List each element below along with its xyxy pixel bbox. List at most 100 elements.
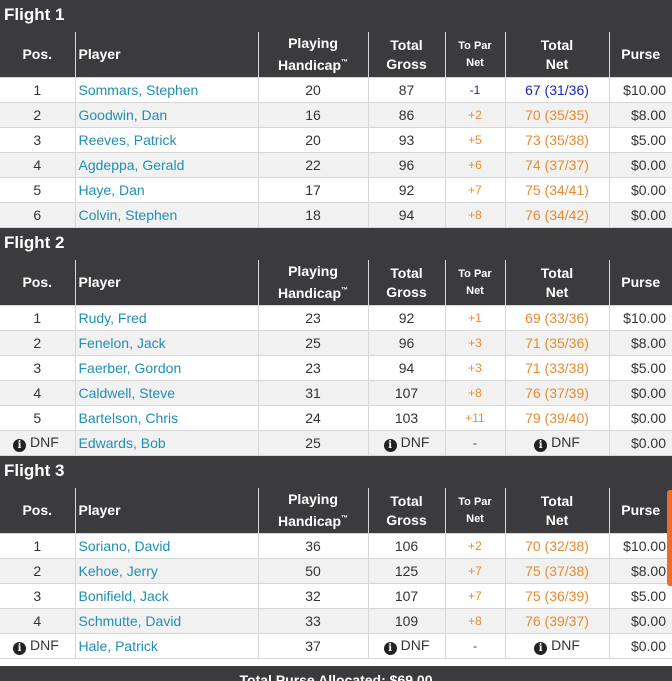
col-header-handicap[interactable]: Playing Handicap™ xyxy=(257,32,369,78)
table-row: 4 Agdeppa, Gerald 22 96 +6 74 (37/37) $0.00 xyxy=(0,152,672,178)
player-link[interactable]: Kehoe, Jerry xyxy=(74,558,259,584)
player-link[interactable]: Fenelon, Jack xyxy=(74,330,259,356)
to-par-cell: +3 xyxy=(444,330,506,356)
gross-value: DNF xyxy=(400,637,430,653)
col-header-pos[interactable]: Pos. xyxy=(0,488,76,534)
col-header-net[interactable]: Total Net xyxy=(504,488,610,534)
results-table: Pos. Player Playing Handicap™ Total Gross To P… xyxy=(0,32,672,228)
header-line: Net xyxy=(545,283,569,300)
header-line: Total xyxy=(390,492,423,509)
col-header-gross[interactable]: Total Gross xyxy=(367,260,446,306)
table-row: 3 Bonifield, Jack 32 107 +7 75 (36/39) $5.00 xyxy=(0,583,672,609)
net-cell: i DNF xyxy=(504,633,610,659)
col-header-pos[interactable]: Pos. xyxy=(0,32,76,78)
header-line: Net xyxy=(466,284,484,297)
header-row: Pos. Player Playing Handicap™ Total Gross To P… xyxy=(0,488,672,534)
col-header-purse[interactable]: Purse xyxy=(608,488,672,534)
net-cell: 74 (37/37) xyxy=(504,152,610,178)
position-value: DNF xyxy=(30,434,59,450)
to-par-cell: +1 xyxy=(444,305,506,331)
col-header-topar[interactable]: To Par Net xyxy=(444,32,506,78)
gross-cell: i DNF xyxy=(367,633,446,659)
player-link[interactable]: Hale, Patrick xyxy=(74,633,259,659)
player-link[interactable]: Sommars, Stephen xyxy=(74,77,259,103)
player-link[interactable]: Goodwin, Dan xyxy=(74,102,259,128)
col-header-net[interactable]: Total Net xyxy=(504,32,610,78)
purse-cell: $0.00 xyxy=(608,177,672,203)
total-purse-footer: Total Purse Allocated: $69.00 xyxy=(0,666,672,681)
gross-cell: 96 xyxy=(367,330,446,356)
header-line: Net xyxy=(545,55,569,72)
purse-cell: $5.00 xyxy=(608,355,672,381)
col-header-gross[interactable]: Total Gross xyxy=(367,32,446,78)
player-link[interactable]: Bonifield, Jack xyxy=(74,583,259,609)
purse-cell: $8.00 xyxy=(608,558,672,584)
scroll-indicator[interactable] xyxy=(667,490,672,586)
header-line: To Par xyxy=(458,39,492,52)
gross-cell: 107 xyxy=(367,380,446,406)
col-header-topar[interactable]: To Par Net xyxy=(444,260,506,306)
player-link[interactable]: Caldwell, Steve xyxy=(74,380,259,406)
player-link[interactable]: Edwards, Bob xyxy=(74,430,259,456)
purse-cell: $10.00 xyxy=(608,305,672,331)
trademark-mark: ™ xyxy=(341,59,348,66)
net-cell: 71 (35/36) xyxy=(504,330,610,356)
purse-cell: $0.00 xyxy=(608,380,672,406)
net-value: DNF xyxy=(551,637,580,653)
purse-cell: $5.00 xyxy=(608,583,672,609)
col-header-purse[interactable]: Purse xyxy=(608,260,672,306)
to-par-cell: +8 xyxy=(444,202,506,228)
header-line: Playing xyxy=(288,491,338,507)
player-link[interactable]: Soriano, David xyxy=(74,533,259,559)
gross-cell: 92 xyxy=(367,177,446,203)
position-cell: 2 xyxy=(0,558,76,584)
net-value: DNF xyxy=(551,434,580,450)
purse-cell: $8.00 xyxy=(608,330,672,356)
purse-cell: $5.00 xyxy=(608,127,672,153)
to-par-cell: +6 xyxy=(444,152,506,178)
col-header-handicap[interactable]: Playing Handicap™ xyxy=(257,260,369,306)
table-row: 3 Faerber, Gordon 23 94 +3 71 (33/38) $5.00 xyxy=(0,355,672,381)
player-link[interactable]: Schmutte, David xyxy=(74,608,259,634)
player-link[interactable]: Faerber, Gordon xyxy=(74,355,259,381)
net-cell: 76 (37/39) xyxy=(504,380,610,406)
player-link[interactable]: Haye, Dan xyxy=(74,177,259,203)
col-header-handicap[interactable]: Playing Handicap™ xyxy=(257,488,369,534)
player-link[interactable]: Reeves, Patrick xyxy=(74,127,259,153)
table-row: 3 Reeves, Patrick 20 93 +5 73 (35/38) $5.00 xyxy=(0,127,672,153)
net-cell: 75 (37/38) xyxy=(504,558,610,584)
results-table: Pos. Player Playing Handicap™ Total Gross To P… xyxy=(0,488,672,659)
col-header-pos[interactable]: Pos. xyxy=(0,260,76,306)
to-par-cell: +2 xyxy=(444,533,506,559)
gross-cell: 92 xyxy=(367,305,446,331)
flight-section: Flight 1 Pos. Player Playing Handicap™ Total G… xyxy=(0,0,672,228)
flight-title: Flight 3 xyxy=(0,456,672,488)
purse-cell: $0.00 xyxy=(608,405,672,431)
header-line: Playing xyxy=(288,263,338,279)
handicap-cell: 23 xyxy=(257,305,369,331)
handicap-cell: 37 xyxy=(257,633,369,659)
col-header-purse[interactable]: Purse xyxy=(608,32,672,78)
table-row: i DNF Edwards, Bob 25 i DNF - i DNF $0.00 xyxy=(0,430,672,456)
player-link[interactable]: Rudy, Fred xyxy=(74,305,259,331)
col-header-player[interactable]: Player xyxy=(74,260,259,306)
handicap-cell: 20 xyxy=(257,77,369,103)
col-header-topar[interactable]: To Par Net xyxy=(444,488,506,534)
net-cell: i DNF xyxy=(504,430,610,456)
col-header-player[interactable]: Player xyxy=(74,32,259,78)
net-cell: 73 (35/38) xyxy=(504,127,610,153)
col-header-net[interactable]: Total Net xyxy=(504,260,610,306)
col-header-player[interactable]: Player xyxy=(74,488,259,534)
to-par-cell: -1 xyxy=(444,77,506,103)
purse-cell: $0.00 xyxy=(608,608,672,634)
player-link[interactable]: Agdeppa, Gerald xyxy=(74,152,259,178)
header-line: Total xyxy=(390,36,423,53)
player-link[interactable]: Bartelson, Chris xyxy=(74,405,259,431)
col-header-gross[interactable]: Total Gross xyxy=(367,488,446,534)
handicap-cell: 23 xyxy=(257,355,369,381)
net-cell: 70 (35/35) xyxy=(504,102,610,128)
header-line: Gross xyxy=(386,283,427,300)
header-line: Total xyxy=(540,264,574,281)
purse-cell: $0.00 xyxy=(608,202,672,228)
player-link[interactable]: Colvin, Stephen xyxy=(74,202,259,228)
